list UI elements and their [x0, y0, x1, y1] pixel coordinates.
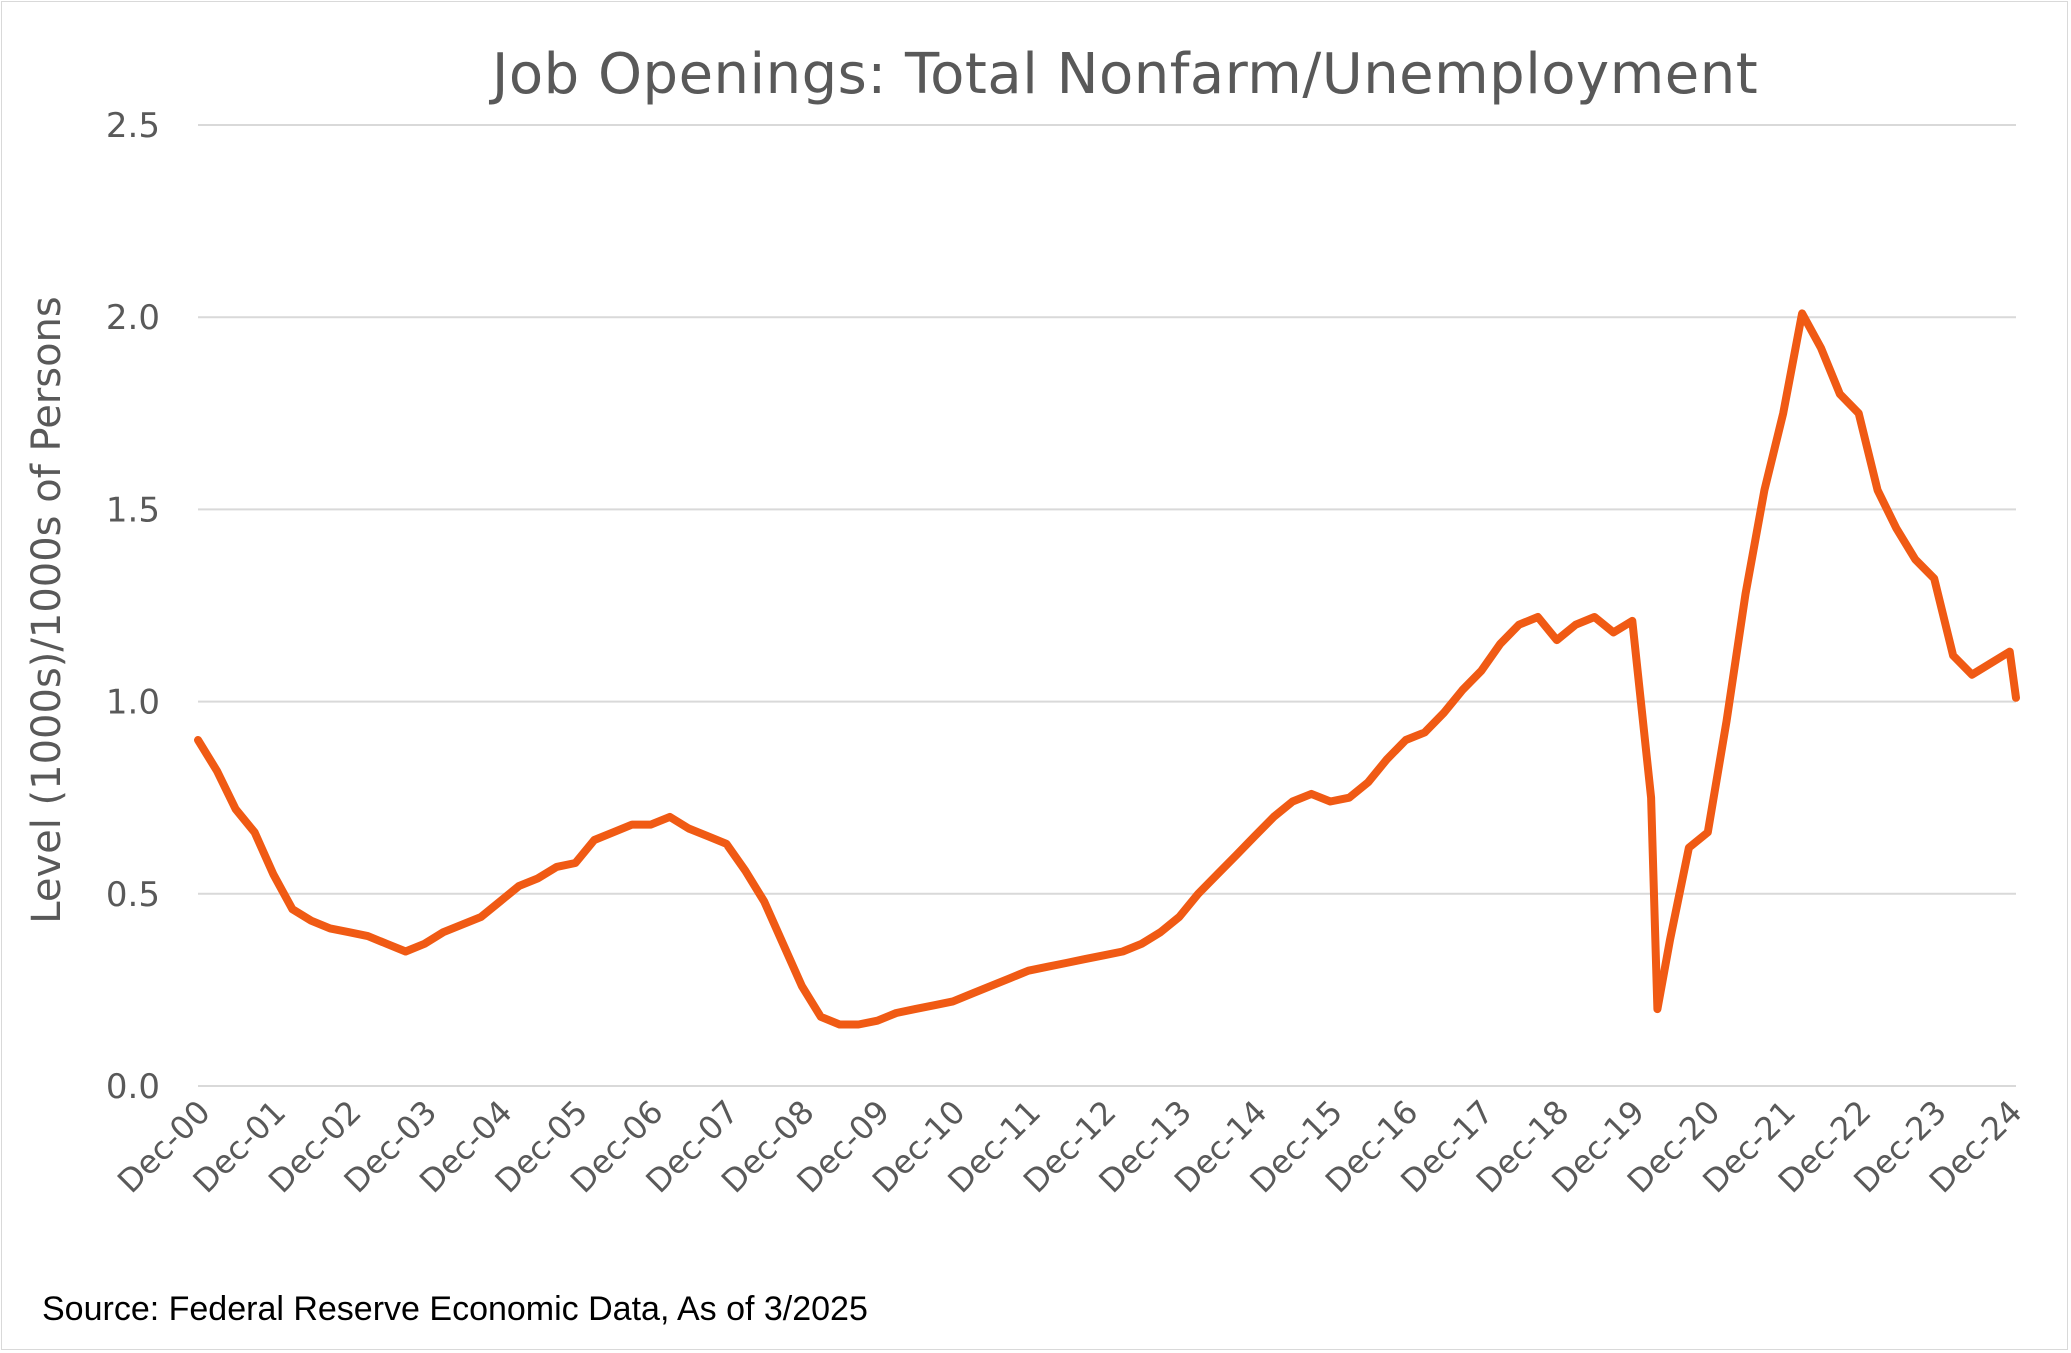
source-note: Source: Federal Reserve Economic Data, A…: [42, 1290, 868, 1328]
y-tick-label: 0.5: [106, 875, 160, 915]
x-axis-ticks: Dec-00Dec-01Dec-02Dec-03Dec-04Dec-05Dec-…: [110, 1093, 2029, 1201]
y-tick-label: 0.0: [106, 1067, 160, 1107]
y-tick-label: 2.0: [106, 298, 160, 338]
series-line: [194, 309, 2020, 1029]
y-tick-label: 1.5: [106, 490, 160, 530]
y-axis-ticks: 0.0 0.5 1.0 1.5 2.0 2.5: [106, 106, 160, 1107]
y-tick-label: 1.0: [106, 683, 160, 723]
y-tick-label: 2.5: [106, 106, 160, 146]
y-axis-label: Level (1000s)/1000s of Persons: [24, 296, 70, 924]
gridlines: [198, 124, 2016, 1087]
chart-title: Job Openings: Total Nonfarm/Unemployment: [491, 42, 1759, 107]
